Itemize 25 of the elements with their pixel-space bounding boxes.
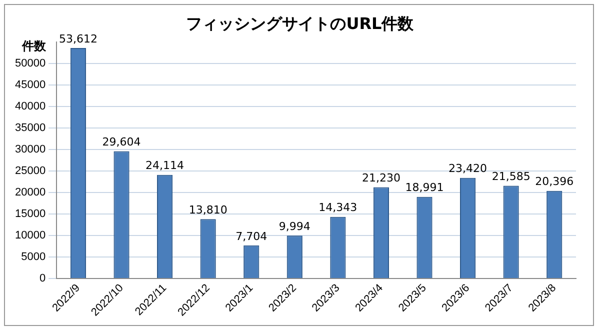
data-label: 7,704: [236, 230, 268, 243]
y-tick-label: 30000: [14, 144, 46, 156]
data-label: 53,612: [58, 32, 98, 46]
y-tick-label: 0: [39, 272, 46, 285]
y-axis-title: 件数: [22, 38, 46, 55]
y-tick-label: 10000: [14, 230, 46, 242]
data-label: 18,991: [405, 181, 444, 194]
y-tick-label: 25000: [14, 165, 46, 178]
y-tick-label: 20000: [14, 186, 46, 199]
data-label: 23,420: [448, 162, 488, 176]
y-tick-label: 35000: [14, 122, 46, 134]
y-tick-label: 50000: [14, 58, 46, 70]
data-label: 24,114: [146, 159, 184, 172]
data-label: 29,604: [102, 136, 141, 149]
data-label: 9,994: [278, 220, 310, 233]
y-tick-label: 15000: [14, 208, 46, 220]
chart-title: フィッシングサイトのURL件数: [186, 14, 414, 33]
data-label: 13,810: [188, 204, 228, 217]
data-label: 21,230: [362, 172, 400, 185]
data-label: 21,585: [492, 170, 530, 184]
y-tick-label: 40000: [14, 100, 46, 113]
data-label: 14,343: [318, 201, 358, 214]
data-label: 20,396: [535, 175, 574, 188]
y-tick-label: 45000: [14, 79, 46, 92]
y-tick-label: 5000: [21, 251, 46, 264]
